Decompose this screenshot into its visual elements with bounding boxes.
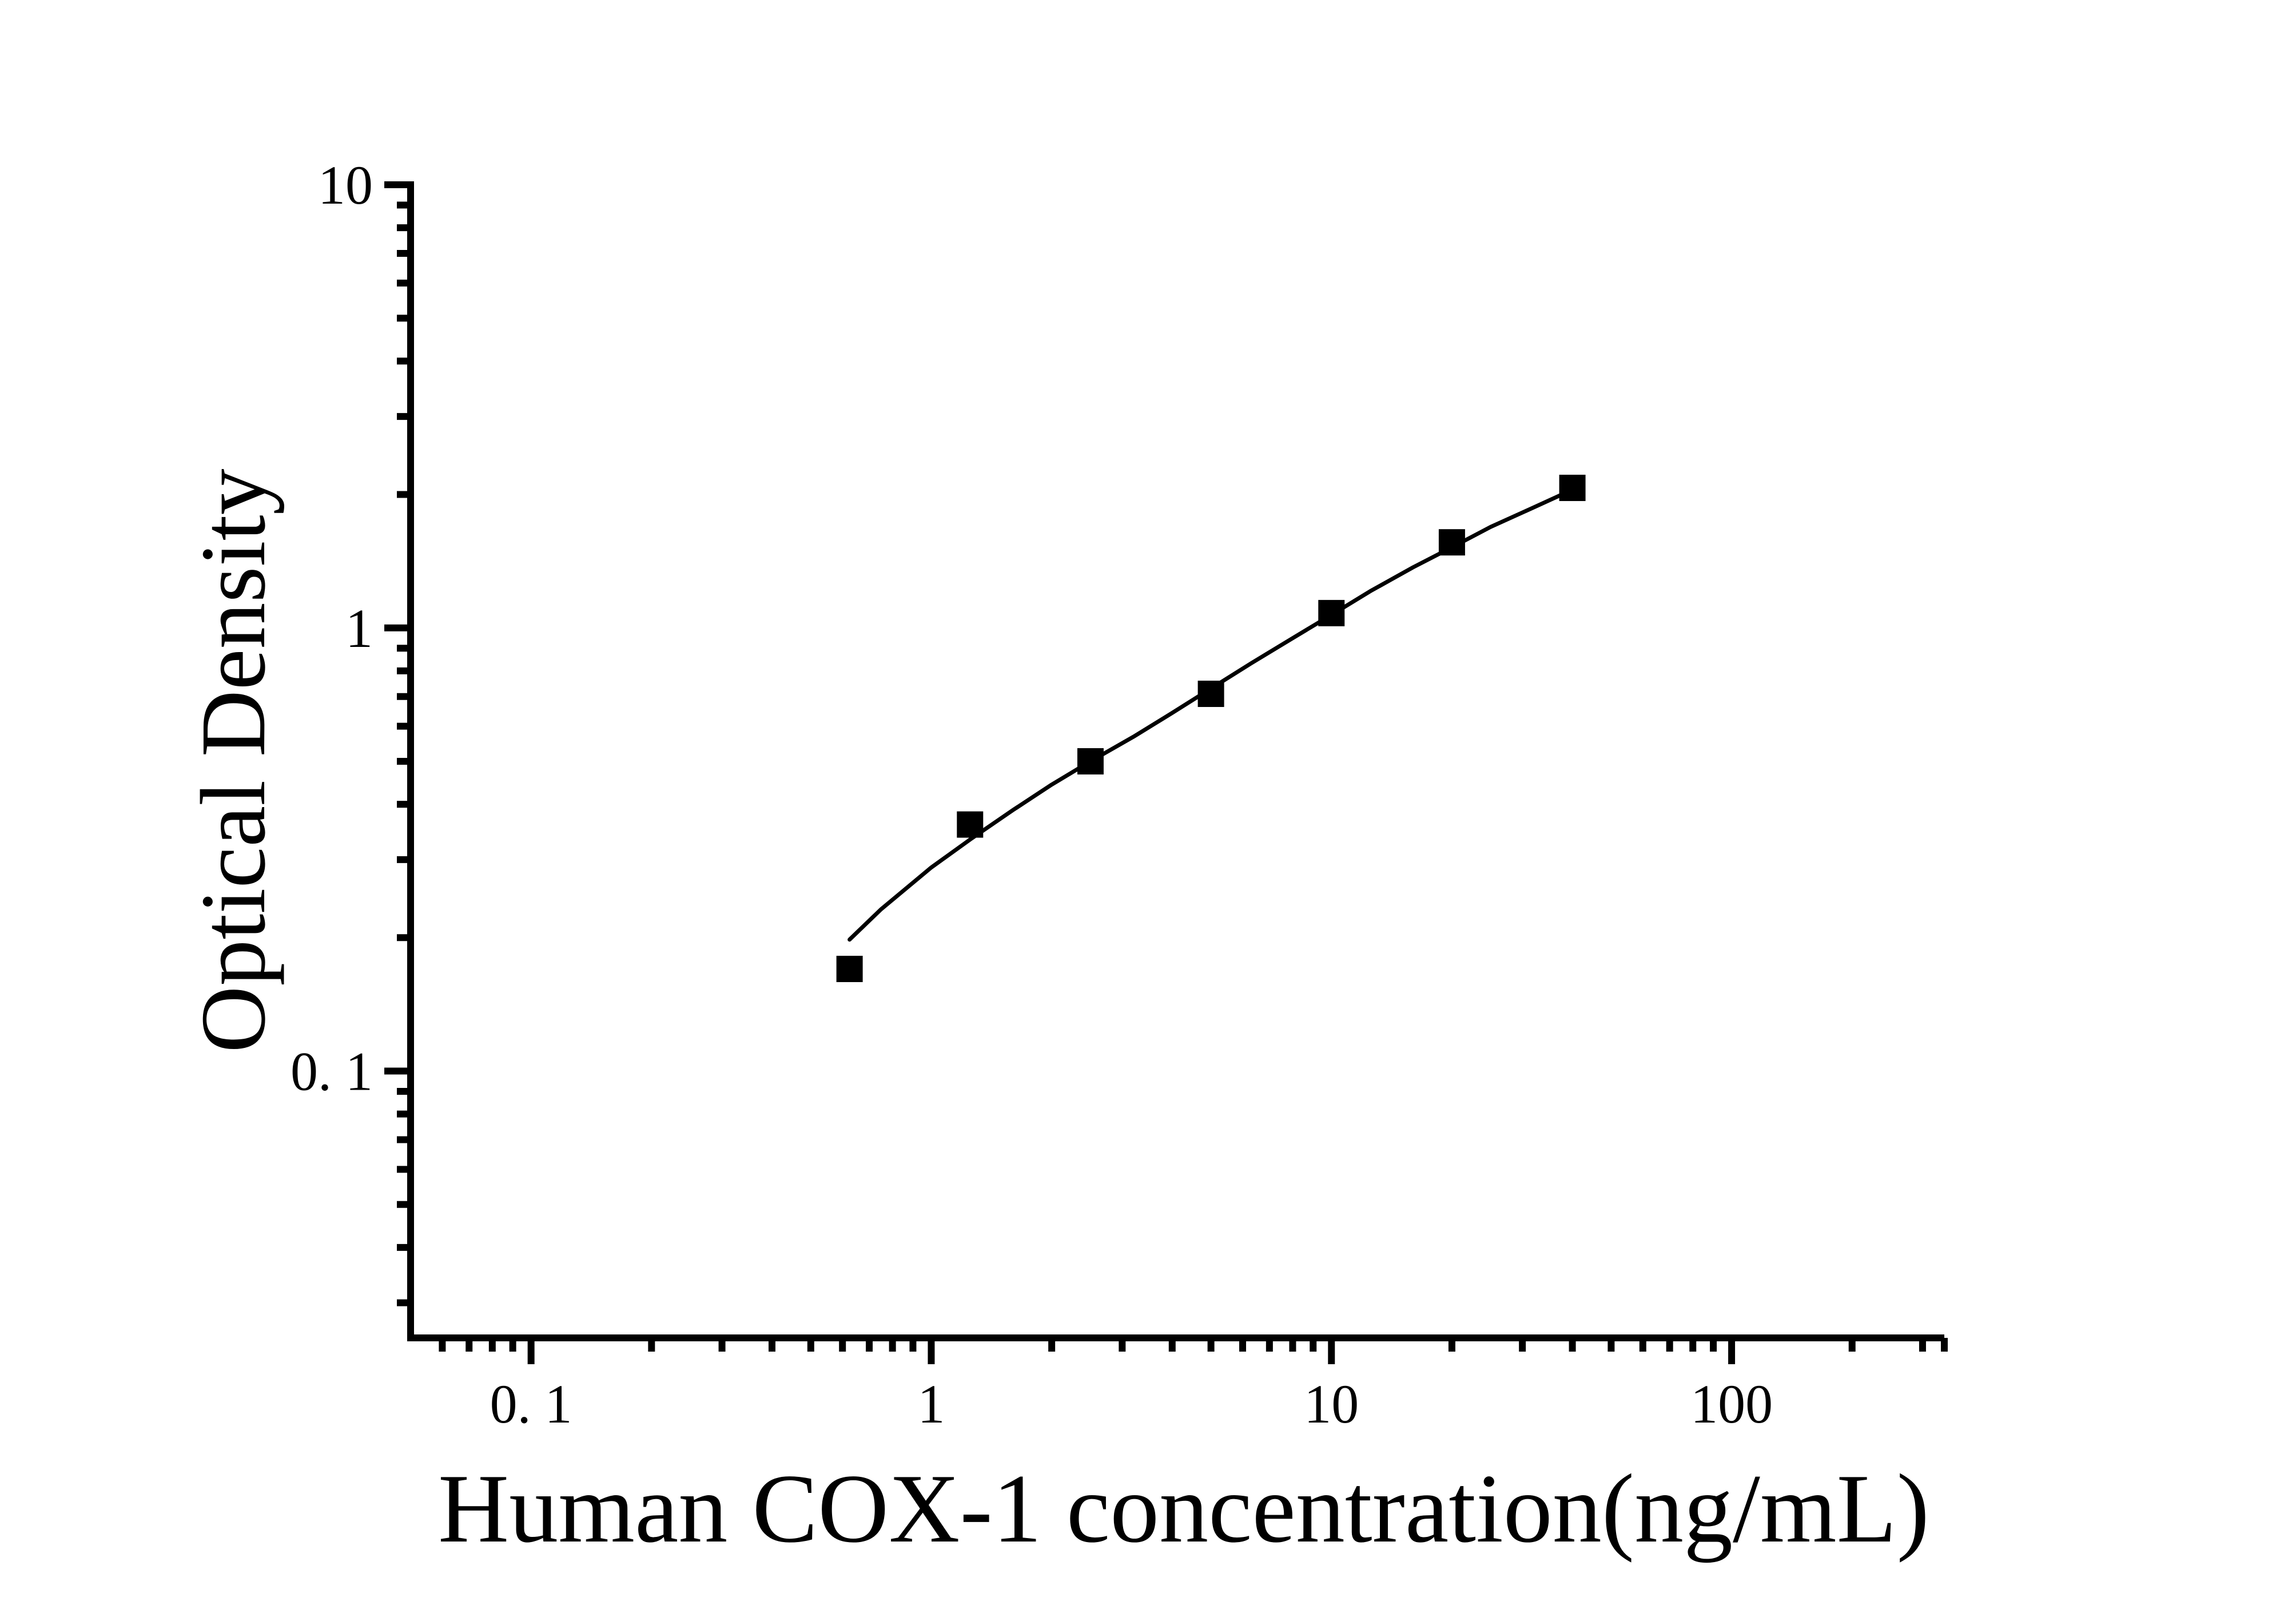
y-tick-label: 1	[345, 598, 373, 659]
data-point-marker	[1559, 474, 1586, 501]
data-point-marker	[1197, 681, 1224, 708]
x-axis-title: Human COX-1 concentration(ng/mL)	[438, 1455, 1929, 1563]
data-point-marker	[1318, 599, 1345, 626]
tick-labels: 0. 1 1 10 100 10 1 0. 1	[291, 154, 1773, 1435]
x-tick-label: 100	[1690, 1373, 1773, 1435]
x-tick-label: 10	[1304, 1373, 1359, 1435]
fit-curve	[847, 487, 1575, 942]
data-point-marker	[957, 811, 984, 838]
data-point-marker	[1438, 529, 1465, 556]
data-point-marker	[836, 955, 863, 982]
x-tick-label: 1	[917, 1373, 945, 1435]
data-points	[836, 474, 1586, 982]
axes	[407, 181, 1944, 1341]
y-axis-title: Optical Density	[182, 468, 285, 1052]
axis-ticks	[384, 181, 1948, 1364]
y-tick-label: 10	[318, 154, 373, 216]
y-tick-label: 0. 1	[291, 1041, 373, 1102]
data-point-marker	[1077, 748, 1104, 774]
x-tick-label: 0. 1	[490, 1373, 572, 1435]
